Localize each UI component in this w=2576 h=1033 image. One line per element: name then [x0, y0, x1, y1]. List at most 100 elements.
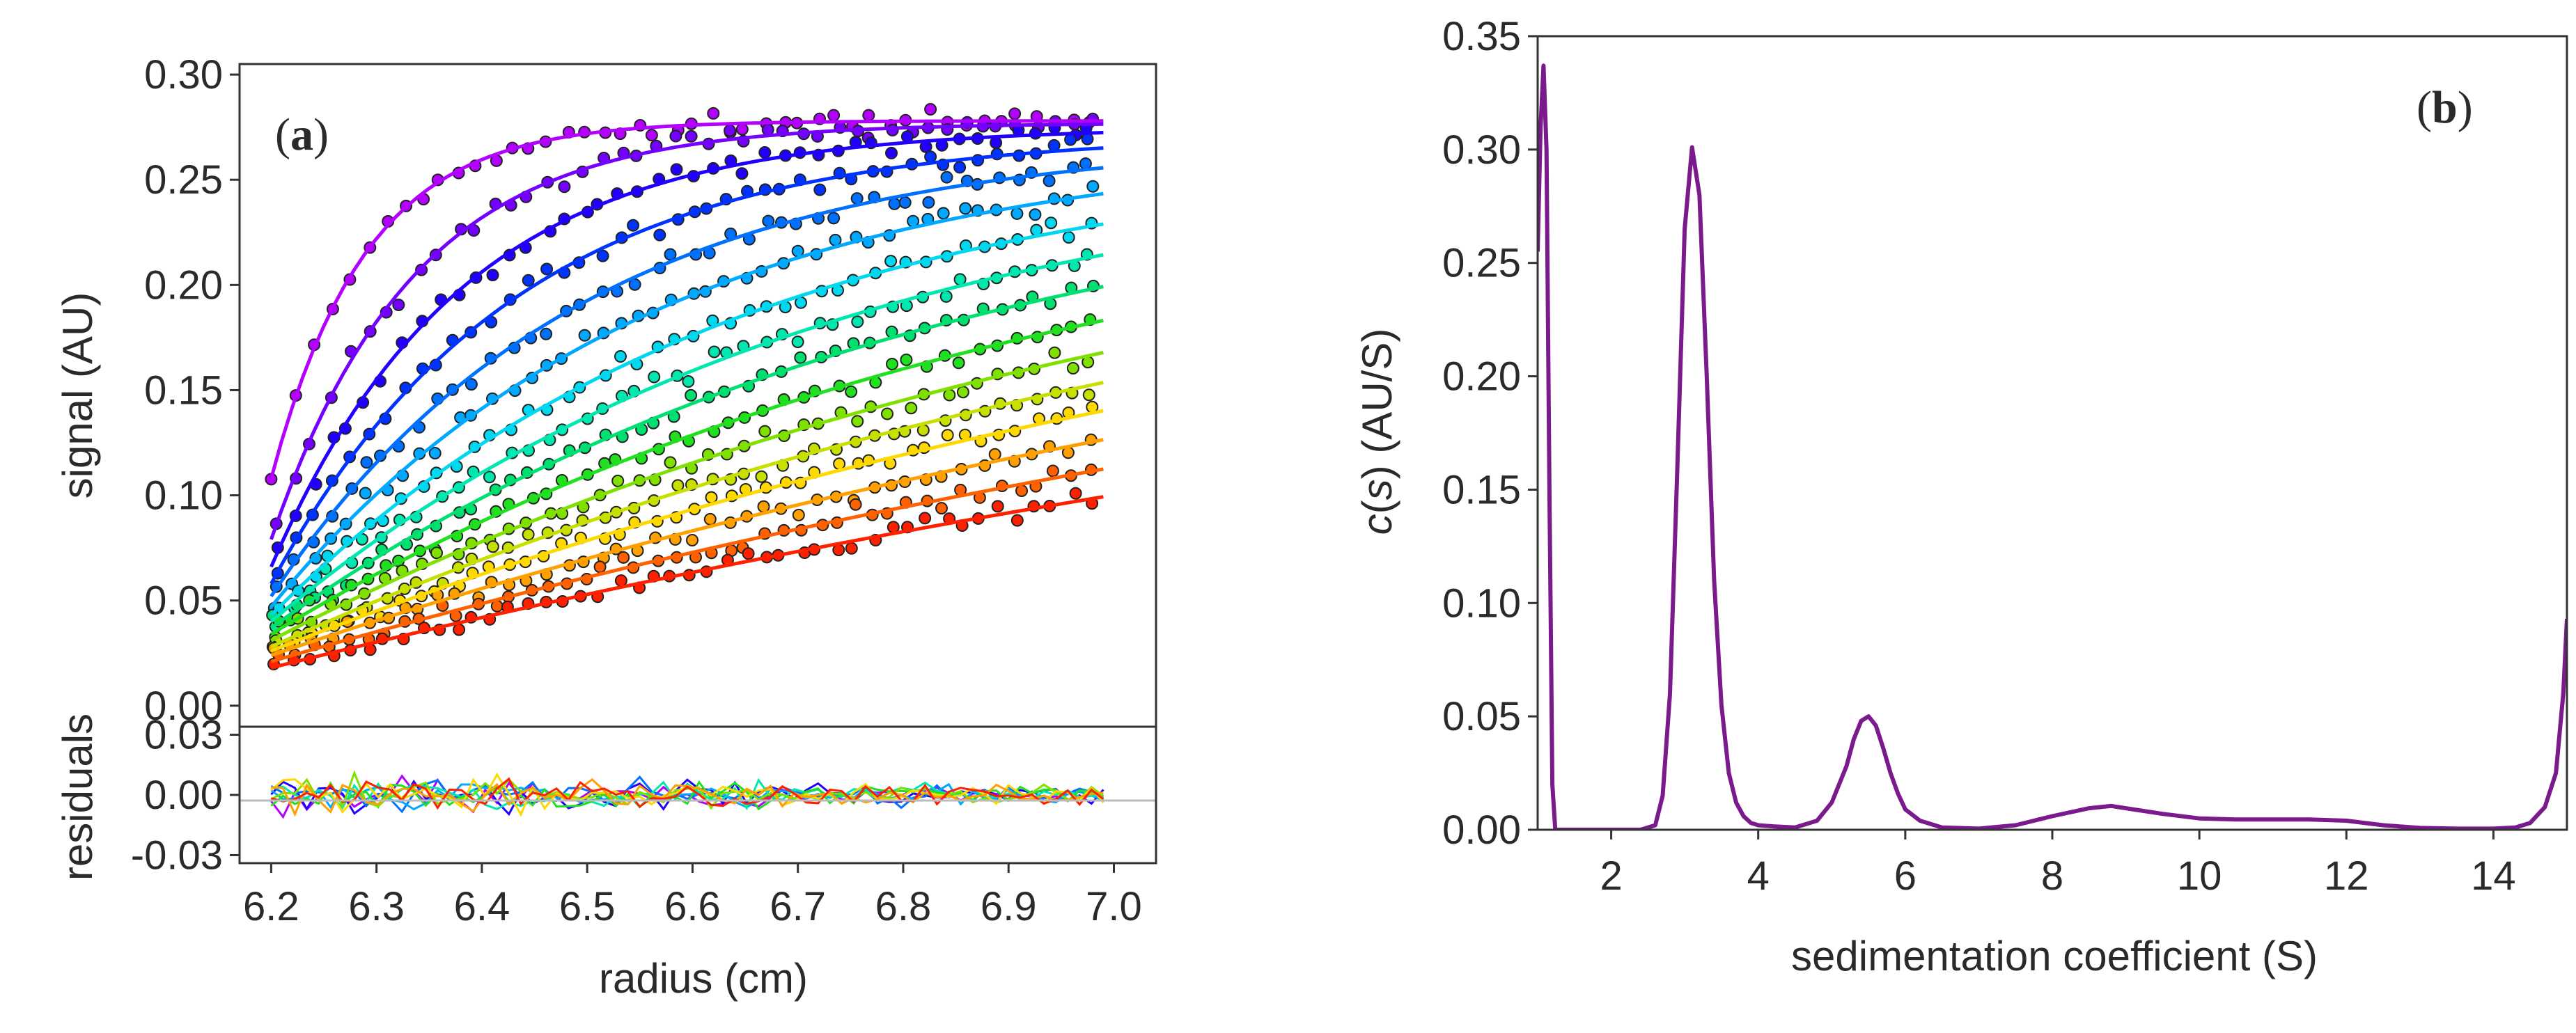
data-point: [522, 528, 535, 541]
fit-line: [270, 122, 1104, 540]
panel-b-label: (b): [2417, 82, 2473, 133]
panel-a-label: (a): [275, 109, 329, 160]
x-tick-label: 7.0: [1086, 884, 1142, 929]
panel-b: 0.00 0.05 0.10 0.15 0.20 0.25 0.30 0.35 2 4 6 8 10 1…: [1354, 14, 2568, 979]
data-point: [845, 385, 858, 398]
data-point: [685, 388, 698, 402]
y-tick-label: 0.30: [144, 52, 223, 97]
data-point: [791, 336, 804, 349]
data-point: [392, 299, 405, 311]
data-point: [724, 124, 736, 137]
data-point: [888, 197, 901, 210]
y-tick-label: 0.25: [1442, 241, 1521, 286]
x-tick-label: 6.5: [559, 884, 616, 929]
data-point: [758, 425, 772, 438]
data-point: [794, 351, 807, 364]
signal-y-ticks: 0.00 0.05 0.10 0.15 0.20 0.25 0.30: [144, 52, 240, 729]
data-point: [1010, 207, 1024, 220]
radius-x-axis-label: radius (cm): [599, 955, 808, 1002]
y-tick-label: 0.20: [144, 262, 223, 308]
data-point: [851, 415, 864, 428]
cs-y-ticks: 0.00 0.05 0.10 0.15 0.20 0.25 0.30 0.35: [1442, 14, 1538, 853]
y-tick-label: 0.15: [1442, 467, 1521, 512]
fit-line: [269, 119, 1104, 480]
data-point: [1045, 216, 1058, 230]
x-tick-label: 10: [2177, 853, 2222, 899]
y-tick-label: 0.20: [1442, 354, 1521, 400]
data-point: [792, 508, 805, 521]
data-point: [959, 202, 972, 215]
data-point: [1069, 487, 1082, 500]
data-point: [670, 163, 683, 176]
data-point: [924, 103, 937, 116]
data-point: [937, 207, 950, 220]
data-point: [1043, 174, 1056, 187]
data-point: [851, 315, 864, 329]
data-point: [428, 447, 442, 459]
data-point: [742, 547, 755, 560]
x-tick-label: 6.3: [348, 884, 405, 929]
residuals-y-axis-label: residuals: [54, 713, 101, 881]
data-point: [845, 542, 858, 555]
fit-line: [270, 146, 1104, 585]
cs-distribution-curve: [1538, 63, 2567, 830]
y-tick-label: 0.35: [1442, 14, 1521, 59]
data-point: [1086, 180, 1100, 193]
cs-x-axis-label: sedimentation coefficient (S): [1791, 933, 2318, 979]
x-tick-label: 2: [1600, 853, 1622, 899]
data-point: [686, 534, 698, 546]
data-point: [988, 448, 1001, 461]
panel-a: 0.000.050.100.150.200.250.30 0.030.00-0.…: [54, 52, 1157, 1002]
data-point: [758, 146, 772, 159]
fit-line: [270, 409, 1104, 653]
data-point: [827, 212, 841, 225]
data-point: [685, 129, 698, 143]
data-point: [905, 402, 918, 415]
data-point: [614, 350, 627, 363]
data-point: [648, 370, 661, 384]
data-point: [1029, 208, 1042, 221]
data-point: [1066, 362, 1079, 374]
data-point: [486, 540, 499, 553]
data-point: [735, 167, 749, 180]
fit-line: [270, 438, 1104, 657]
data-point: [884, 255, 898, 268]
data-point: [664, 456, 677, 469]
data-point: [881, 407, 893, 420]
y-tick-label: 0.00: [144, 684, 223, 729]
data-point: [850, 192, 864, 205]
data-point: [486, 269, 499, 282]
data-point: [596, 249, 609, 262]
data-point: [813, 183, 827, 196]
data-point: [924, 150, 937, 164]
y-tick-label: 0.15: [144, 368, 223, 413]
data-point: [558, 180, 571, 194]
data-point: [755, 470, 768, 483]
data-point: [653, 228, 666, 242]
data-point: [1062, 231, 1075, 244]
data-point: [827, 109, 841, 122]
signal-scatter-points: [265, 103, 1100, 670]
data-point: [829, 233, 842, 246]
data-point: [540, 327, 553, 340]
data-point: [645, 129, 658, 142]
data-point: [991, 500, 1004, 513]
data-point: [627, 219, 640, 232]
data-point: [1048, 346, 1061, 359]
x-tick-label: 6.9: [981, 884, 1037, 929]
y-tick-label: 0.30: [1442, 127, 1521, 173]
fit-line: [270, 381, 1104, 649]
data-point: [1015, 484, 1028, 497]
data-point: [935, 502, 948, 515]
data-point: [919, 512, 932, 525]
fit-line: [270, 495, 1104, 670]
fit-line: [270, 318, 1104, 636]
data-point: [1008, 107, 1022, 120]
data-point: [465, 378, 478, 391]
x-tick-label: 4: [1747, 853, 1770, 899]
fit-line: [270, 253, 1104, 623]
cs-y-axis-label: c(s) (AU/S): [1354, 329, 1400, 535]
data-point: [886, 358, 898, 370]
data-point: [849, 498, 862, 511]
x-tick-label: 6: [1894, 853, 1917, 899]
